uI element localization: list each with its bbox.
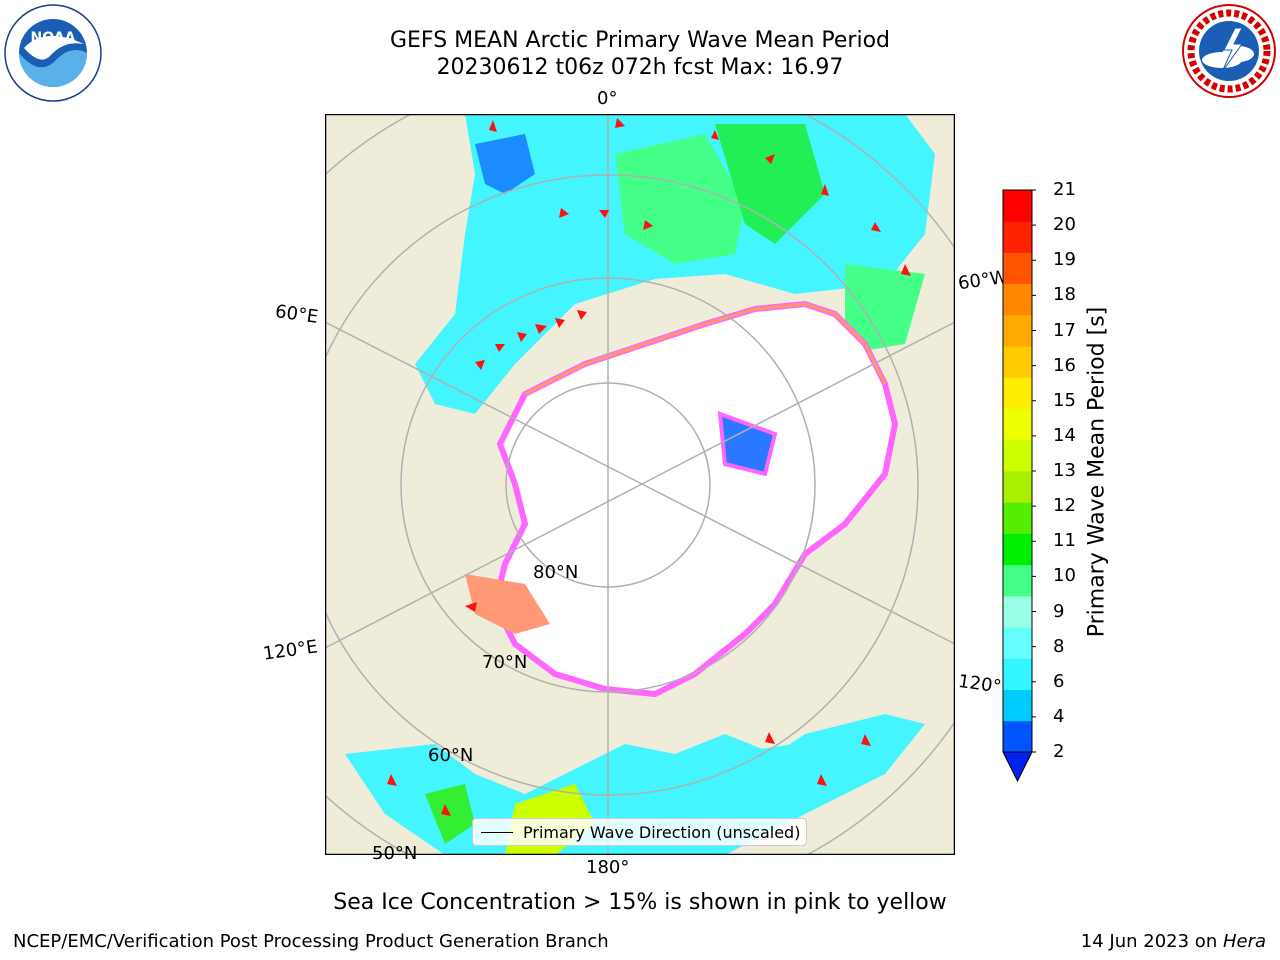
sea-ice-caption: Sea Ice Concentration > 15% is shown in … [333,890,947,915]
lat-label-50n: 50°N [372,843,418,864]
footer-branch: NCEP/EMC/Verification Post Processing Pr… [13,931,609,952]
wave-field-green-2 [715,124,825,244]
lon-label-60e: 60°E [273,301,320,328]
noaa-logo: NOAA [4,4,102,106]
colorbar-tick-label: 6 [1053,670,1065,692]
colorbar-tick-label: 2 [1053,741,1065,762]
footer-host: Hera [1222,931,1266,952]
colorbar-tick-label: 17 [1053,319,1076,341]
colorbar-tick-label: 13 [1053,460,1076,481]
colorbar-tick-label: 10 [1053,565,1076,587]
lat-label-60n: 60°N [428,745,474,766]
map-legend: Primary Wave Direction (unscaled) [472,818,807,846]
colorbar-band [1003,627,1032,659]
colorbar-tick-label: 8 [1053,635,1065,657]
colorbar-band [1003,564,1032,597]
svg-text:NOAA: NOAA [31,30,76,46]
colorbar-band [1003,377,1032,410]
colorbar-band [1003,408,1032,441]
footer-date-text: 14 Jun 2023 on [1080,931,1223,952]
legend-label: Primary Wave Direction (unscaled) [523,823,801,842]
wave-field-green-1 [615,134,745,264]
lon-label-180: 180° [586,857,630,878]
graticule [325,114,955,855]
colorbar-tick-label: 9 [1053,600,1065,622]
map-subtitle: 20230612 t06z 072h fcst Max: 16.97 [436,55,844,80]
colorbar-band [1003,595,1032,628]
colorbar-band [1003,502,1032,534]
lat-label-80n: 80°N [533,562,579,583]
colorbar-tick-label: 18 [1053,284,1076,306]
footer-date: 14 Jun 2023 on Hera [1081,931,1266,952]
colorbar-band [1003,346,1032,378]
colorbar-extend-triangle [1002,751,1033,783]
colorbar-band [1003,439,1032,472]
lat-label-70n: 70°N [482,652,528,673]
colorbar-tick-label: 4 [1053,705,1065,727]
nws-logo [1180,2,1278,104]
colorbar-tick-label: 21 [1053,179,1076,200]
colorbar-tick-label: 16 [1053,354,1076,376]
colorbar-tick-label: 12 [1053,495,1076,517]
wave-field-green-3 [845,264,925,354]
colorbar-band [1003,190,1032,222]
lon-label-0: 0° [597,88,618,109]
arctic-ice-interior [495,304,895,694]
wave-field-blue-baltic [475,134,535,194]
colorbar-band [1003,720,1032,753]
arctic-map [325,114,955,855]
colorbar-band [1003,283,1032,316]
colorbar-band [1003,658,1032,691]
sea-of-okhotsk-ice [465,574,550,634]
map-title: GEFS MEAN Arctic Primary Wave Mean Perio… [389,28,890,53]
lon-label-120e: 120°E [261,636,319,665]
colorbar-band [1003,471,1032,503]
colorbar-tick-label: 11 [1053,530,1076,552]
colorbar-tick-label: 14 [1053,424,1076,446]
colorbar-band [1003,533,1032,566]
colorbar-tick-label: 19 [1053,249,1076,271]
colorbar-tick-label: 15 [1053,389,1076,411]
colorbar-label: Primary Wave Mean Period [s] [1084,306,1110,638]
colorbar-band [1003,689,1032,722]
legend-line [481,832,513,833]
map-frame [325,114,955,855]
wave-direction-arrows [387,118,911,816]
colorbar-tick-label: 20 [1053,214,1076,236]
colorbar [1002,189,1036,783]
colorbar-band [1003,252,1032,285]
colorbar-band [1003,221,1032,253]
colorbar-band [1003,314,1032,347]
